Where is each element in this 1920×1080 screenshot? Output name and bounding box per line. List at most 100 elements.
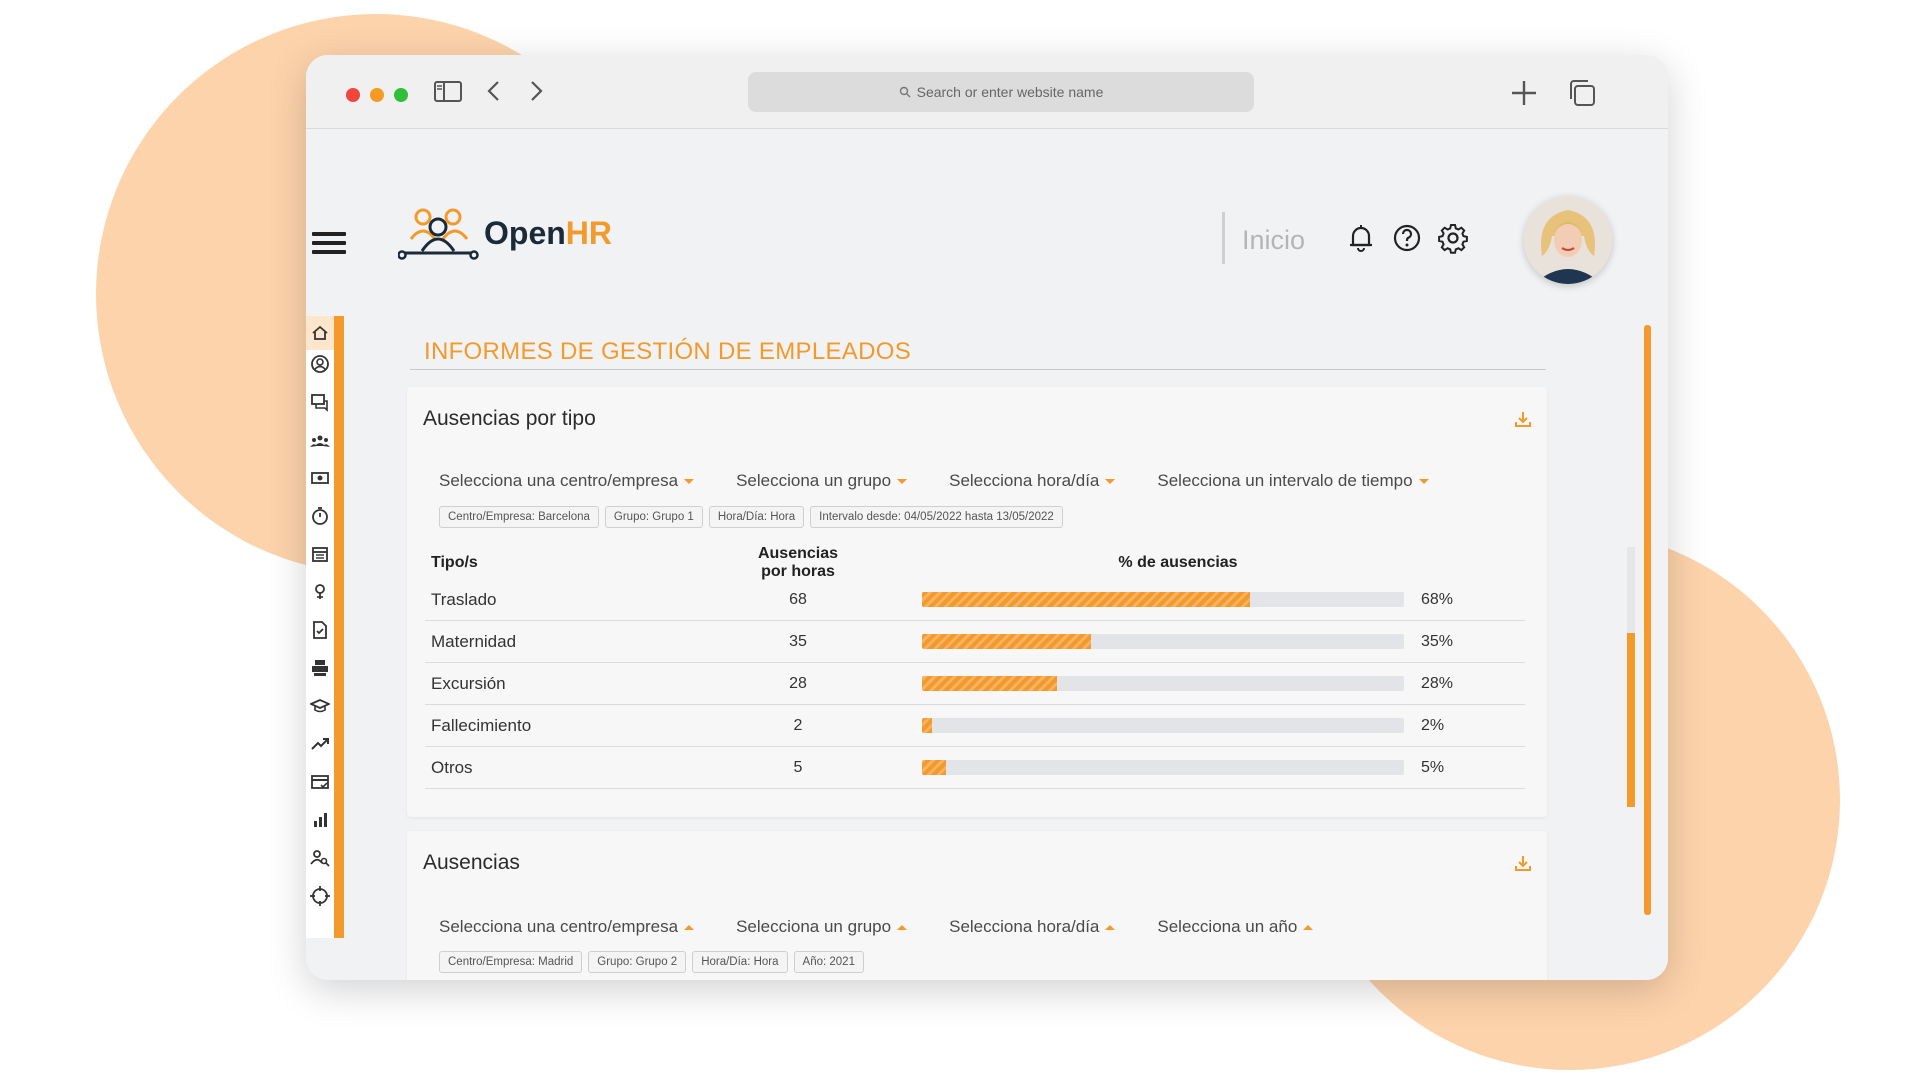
tabs-overview-icon[interactable] [1566, 77, 1598, 109]
url-bar[interactable]: Search or enter website name [748, 72, 1254, 112]
minimize-window-button[interactable] [370, 88, 384, 102]
cell-hours: 28 [789, 674, 807, 692]
table-row: Traslado 68 68% [425, 579, 1525, 621]
page-scrollbar-thumb[interactable] [1644, 325, 1651, 915]
logo-people-icon [398, 208, 479, 260]
caret-up-icon [897, 924, 908, 930]
app-content: OpenHR Inicio [306, 129, 1668, 980]
sidebar [306, 316, 334, 938]
sidebar-item-home[interactable] [306, 316, 334, 350]
sidebar-item-recruitment[interactable] [310, 848, 332, 870]
nav-inicio-link[interactable]: Inicio [1242, 225, 1306, 255]
filter-group-dropdown[interactable]: Selecciona un grupo [736, 471, 908, 491]
cell-percent: 35% [1421, 632, 1454, 650]
openhr-logo[interactable]: OpenHR [398, 205, 612, 261]
filter-company-dropdown[interactable]: Selecciona una centro/empresa [439, 471, 695, 491]
logo-text-open: Open [484, 214, 566, 251]
maximize-window-button[interactable] [394, 88, 408, 102]
sidebar-item-payroll[interactable] [310, 468, 332, 490]
browser-window: Search or enter website name [306, 55, 1668, 980]
bell-icon[interactable] [1344, 221, 1378, 255]
filter-chip[interactable]: Intervalo desde: 04/05/2022 hasta 13/05/… [810, 506, 1063, 528]
forward-icon[interactable] [520, 75, 552, 107]
cell-type: Otros [431, 757, 473, 777]
document-check-icon [313, 621, 327, 639]
menu-icon[interactable] [312, 232, 346, 254]
card-absences-by-type: Ausencias por tipo Selecciona una centro… [407, 387, 1635, 817]
table-row: Excursión 28 28% [425, 663, 1525, 705]
home-icon [312, 325, 328, 340]
graduation-cap-icon [308, 699, 332, 713]
url-placeholder: Search or enter website name [916, 84, 1104, 100]
caret-down-icon [1418, 478, 1429, 484]
sidebar-item-messages[interactable] [310, 392, 332, 414]
sidebar-toggle-icon[interactable] [432, 75, 464, 107]
trending-up-icon [311, 738, 329, 750]
sidebar-item-performance[interactable] [310, 734, 332, 756]
close-window-button[interactable] [346, 88, 360, 102]
user-avatar[interactable] [1524, 196, 1612, 284]
percent-bar-track [922, 592, 1404, 607]
filter-chip[interactable]: Grupo: Grupo 2 [588, 951, 687, 973]
filter-chip[interactable]: Hora/Día: Hora [692, 951, 788, 973]
sidebar-item-training[interactable] [308, 696, 332, 718]
new-tab-icon[interactable] [1508, 77, 1540, 109]
target-icon [310, 886, 330, 906]
search-icon [899, 86, 911, 98]
bar-chart-icon [314, 813, 327, 827]
percent-bar-fill [922, 676, 1057, 691]
chat-icon [311, 394, 328, 412]
timer-icon [312, 507, 328, 525]
filter-chip[interactable]: Hora/Día: Hora [708, 506, 805, 528]
filter-group-dropdown[interactable]: Selecciona un grupo [736, 917, 908, 937]
filter-time-interval-dropdown[interactable]: Selecciona un intervalo de tiempo [1157, 471, 1429, 491]
percent-bar-track [922, 676, 1404, 691]
sidebar-item-profile[interactable] [310, 354, 332, 376]
filter-chip[interactable]: Centro/Empresa: Barcelona [439, 506, 599, 528]
calendar-icon [312, 547, 328, 562]
sidebar-item-expenses[interactable] [310, 772, 332, 794]
filter-hour-day-dropdown[interactable]: Selecciona hora/día [949, 471, 1116, 491]
download-icon[interactable] [1513, 853, 1533, 873]
sidebar-item-location[interactable] [310, 582, 332, 604]
percent-bar-track [922, 760, 1404, 775]
gear-icon[interactable] [1436, 221, 1470, 255]
sidebar-item-reports[interactable] [310, 810, 332, 832]
filter-chip[interactable]: Centro/Empresa: Madrid [439, 951, 583, 973]
download-icon[interactable] [1513, 409, 1533, 429]
cell-percent: 5% [1421, 758, 1445, 776]
table-scrollbar-thumb[interactable] [1627, 633, 1635, 807]
caret-down-icon [1105, 478, 1116, 484]
filter-chip[interactable]: Grupo: Grupo 1 [604, 506, 703, 528]
table-row: Otros 5 5% [425, 747, 1525, 789]
filter-hour-day-dropdown[interactable]: Selecciona hora/día [949, 917, 1116, 937]
printer-icon [312, 660, 328, 676]
sidebar-item-printer[interactable] [310, 658, 332, 680]
back-icon[interactable] [478, 75, 510, 107]
header-type: Tipo/s [431, 554, 478, 571]
cell-hours: 35 [789, 632, 807, 650]
cell-hours: 68 [789, 590, 807, 608]
sidebar-item-timer[interactable] [310, 506, 332, 528]
header-hours: Ausencias por horas [757, 545, 839, 580]
user-circle-icon [311, 355, 329, 373]
filter-company-dropdown[interactable]: Selecciona una centro/empresa [439, 917, 695, 937]
card-title: Ausencias por tipo [423, 407, 596, 430]
sidebar-item-documents[interactable] [310, 620, 332, 642]
cell-hours: 2 [793, 716, 803, 734]
sidebar-item-calendar[interactable] [310, 544, 332, 566]
table-header: Tipo/s Ausencias por horas % de ausencia… [425, 545, 1525, 580]
filter-bar: Selecciona una centro/empresa Selecciona… [439, 917, 1355, 937]
cell-type: Maternidad [431, 631, 517, 651]
table-row: Maternidad 35 35% [425, 621, 1525, 663]
sidebar-item-objectives[interactable] [310, 886, 332, 908]
sidebar-item-team[interactable] [310, 430, 332, 452]
table-row: Fallecimiento 2 2% [425, 705, 1525, 747]
cell-percent: 2% [1421, 716, 1445, 734]
filter-year-dropdown[interactable]: Selecciona un año [1157, 917, 1314, 937]
cell-hours: 5 [793, 758, 803, 776]
team-icon [310, 435, 330, 447]
filter-chip[interactable]: Año: 2021 [793, 951, 864, 973]
help-icon[interactable] [1390, 221, 1424, 255]
caret-up-icon [684, 924, 695, 930]
